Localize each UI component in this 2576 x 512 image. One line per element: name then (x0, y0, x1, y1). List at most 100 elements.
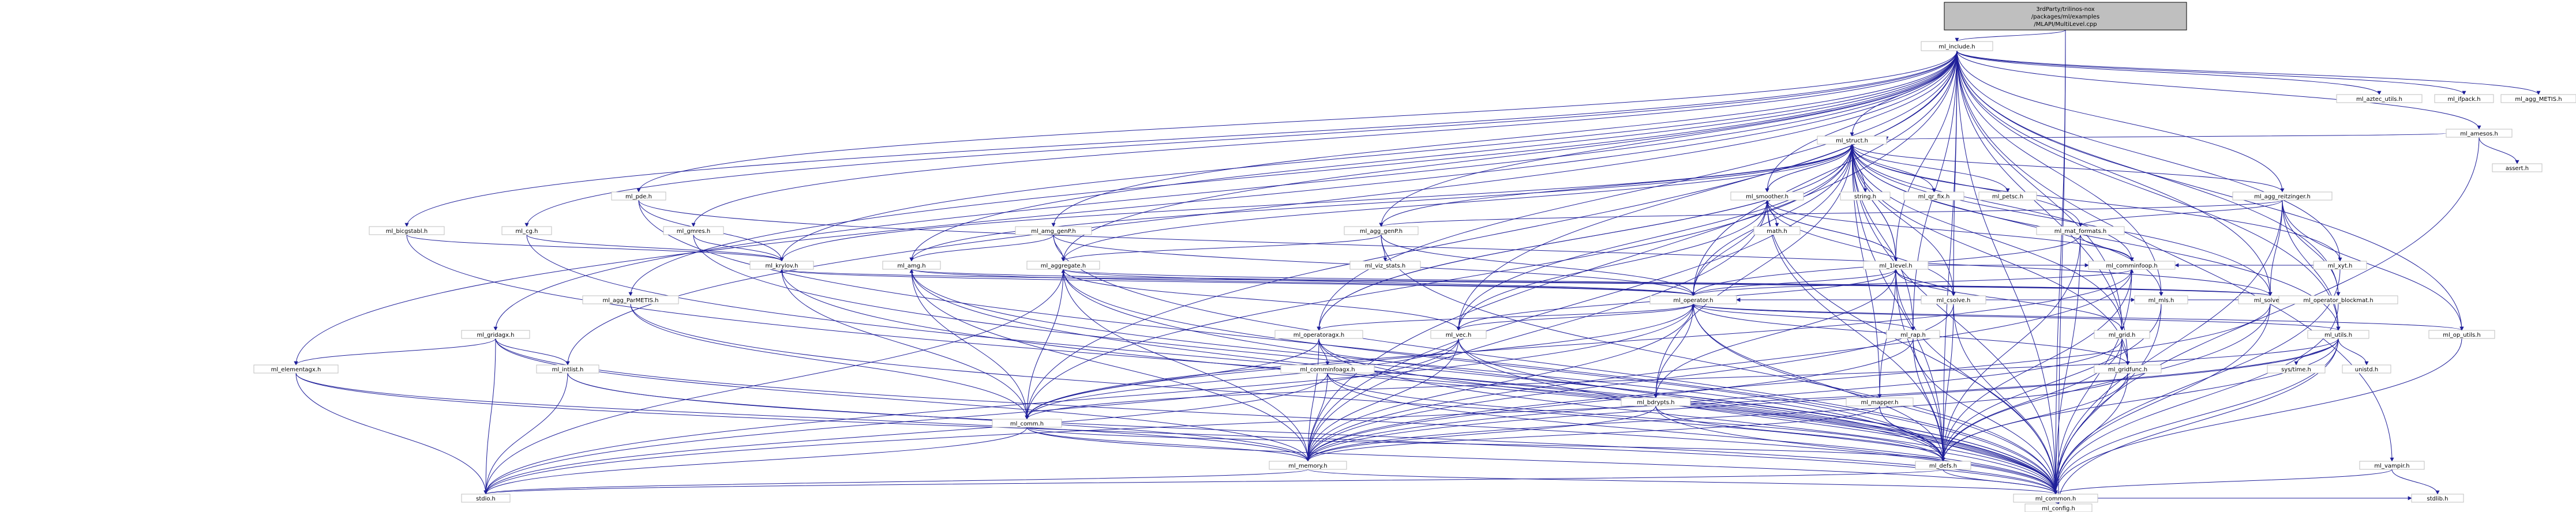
node-label: ml_mls.h (2148, 298, 2174, 304)
edge-ml_1level-to-ml_bdrypts (1653, 269, 1896, 398)
node-sys-time[interactable]: sys/time.h (2267, 364, 2326, 374)
edge-ml_solver-to-ml_aggregate (1062, 269, 2271, 296)
edge-ml_rap-to-ml_operator (1691, 303, 1914, 331)
node-label: ml_comminfoop.h (2106, 263, 2157, 269)
edge-ml_include-to-ml_elementagx (294, 50, 1958, 366)
node-stdio[interactable]: stdio.h (461, 494, 511, 503)
node-ml-comminfoagx[interactable]: ml_comminfoagx.h (1280, 364, 1375, 374)
edge-ml_smoother-to-ml_struct (1767, 144, 1854, 193)
node-ml-gridagx[interactable]: ml_gridagx.h (461, 330, 530, 339)
edge-ml_smoother-to-ml_vec (1456, 199, 1768, 331)
node-box (1915, 461, 1971, 470)
node-ml-operatoragx[interactable]: ml_operatoragx.h (1274, 330, 1363, 339)
edge-ml_struct-to-ml_solver (1851, 144, 2273, 296)
node-stdlib[interactable]: stdlib.h (2411, 494, 2464, 503)
node-ml-defs[interactable]: ml_defs.h (1915, 461, 1971, 470)
node-box (1269, 461, 1347, 470)
node-ml-config[interactable]: ml_config.h (2024, 503, 2093, 512)
node-assert[interactable]: assert.h (2492, 163, 2543, 172)
edge-ml_gridfunc-to-ml_defs (1941, 372, 2128, 462)
node-unistd[interactable]: unistd.h (2342, 364, 2391, 374)
node-ml-utils[interactable]: ml_utils.h (2307, 330, 2369, 339)
node-box (1921, 41, 1993, 51)
node-box (2013, 494, 2098, 503)
node-ml-bicgstabl[interactable]: ml_bicgstabl.h (369, 226, 445, 235)
edge-ml_include-to-ml_krylov (779, 50, 1958, 262)
node-ml-smoother[interactable]: ml_smoother.h (1730, 191, 1804, 201)
node-ml-xyt[interactable]: ml_xyt.h (2313, 261, 2367, 270)
node-ml-common[interactable]: ml_common.h (2013, 494, 2098, 503)
node-ml-rap[interactable]: ml_rap.h (1886, 330, 1940, 339)
node-label: ml_pde.h (625, 194, 652, 200)
node-ml-operator-blockmat[interactable]: ml_operator_blockmat.h (2278, 295, 2398, 304)
node-ml-comminfoop[interactable]: ml_comminfoop.h (2088, 261, 2176, 270)
edge-ml_bdrypts-to-ml_memory (1306, 405, 1656, 462)
node-ml-vec[interactable]: ml_vec.h (1430, 330, 1487, 339)
edge-ml_utils-to-ml_memory (1306, 338, 2339, 462)
node-ml-amesos[interactable]: ml_amesos.h (2446, 129, 2513, 138)
edge-ml_agg_reitzinger-to-ml_operator_blockmat (2282, 199, 2341, 296)
edge-ml_struct-to-ml_common (1851, 144, 2058, 495)
node-label: ml_xyt.h (2328, 263, 2353, 269)
node-ml-gmres[interactable]: ml_gmres.h (663, 226, 724, 235)
node-label: ml_utils.h (2324, 332, 2352, 338)
node-label: math.h (1767, 228, 1787, 235)
edge-ml_krylov-to-ml_operator (781, 269, 1696, 296)
node-ml-agg-genP[interactable]: ml_agg_genP.h (1344, 226, 1419, 235)
node-ml-vampir[interactable]: ml_vampir.h (2359, 461, 2425, 470)
node-ml-ifpack[interactable]: ml_ifpack.h (2434, 94, 2494, 103)
edge-ml_amesos-to-assert (2478, 137, 2519, 164)
node-ml-comm[interactable]: ml_comm.h (992, 419, 1062, 428)
node-ml-mat-formats[interactable]: ml_mat_formats.h (2036, 226, 2125, 235)
node-ml-bdrypts[interactable]: ml_bdrypts.h (1621, 397, 1691, 406)
node-ml-aggregate[interactable]: ml_aggregate.h (1026, 261, 1100, 270)
node-ml-csolve[interactable]: ml_csolve.h (1921, 295, 1986, 304)
edge-ml_agg_reitzinger-to-ml_utils (2282, 199, 2341, 331)
node-box (2094, 330, 2150, 339)
edge-ml_utils-to-unistd (2338, 338, 2369, 366)
node-box (582, 295, 679, 304)
node-ml-mls[interactable]: ml_mls.h (2134, 295, 2188, 304)
node-ml-agg-ParMETIS[interactable]: ml_agg_ParMETIS.h (582, 295, 679, 304)
node-ml-vcl-stats[interactable]: ml_viz_stats.h (1349, 261, 1421, 270)
node-ml-qr-fix[interactable]: ml_qr_fix.h (1903, 191, 1964, 201)
node-box (992, 419, 1062, 428)
node-box (1280, 364, 1375, 374)
node-ml-operator[interactable]: ml_operator.h (1649, 295, 1737, 304)
node-ml-gridfunc[interactable]: ml_gridfunc.h (2094, 364, 2162, 374)
edge-ml_aggregate-to-stdio (483, 269, 1064, 495)
node-ml-include[interactable]: ml_include.h (1921, 41, 1993, 51)
node-label: ml_amesos.h (2460, 131, 2498, 137)
node-ml-amg-genP[interactable]: ml_amg_genP.h (1015, 226, 1092, 235)
edge-ml_aggregate-to-ml_comm (1025, 269, 1064, 420)
node-box (2428, 330, 2495, 339)
edge-ml_memory-to-ml_common (1307, 469, 2058, 495)
node-ml-pde[interactable]: ml_pde.h (611, 191, 666, 201)
node-string[interactable]: string.h (1840, 191, 1891, 201)
node-ml-krylov[interactable]: ml_krylov.h (749, 261, 814, 270)
node-box (2313, 261, 2367, 270)
node-ml-op-utils[interactable]: ml_op_utils.h (2428, 330, 2495, 339)
node-ml-elementagx[interactable]: ml_elementagx.h (253, 364, 339, 374)
node-ml-memory[interactable]: ml_memory.h (1269, 461, 1347, 470)
edge-ml_operator-to-ml_defs (1693, 303, 1945, 462)
node-ml-aztec-utils[interactable]: ml_aztec_utils.h (2336, 94, 2423, 103)
node-ml-struct[interactable]: ml_struct.h (1817, 135, 1887, 145)
node-ml-grid[interactable]: ml_grid.h (2094, 330, 2150, 339)
node-ml-intlist[interactable]: ml_intlist.h (536, 364, 599, 374)
edge-ml_amg-to-ml_common (911, 269, 2058, 495)
node-math[interactable]: math.h (1753, 226, 1801, 235)
node-ml-cg[interactable]: ml_cg.h (501, 226, 552, 235)
edge-ml_rap-to-ml_memory (1306, 338, 1914, 462)
node-ml-1level[interactable]: ml_1level.h (1863, 261, 1929, 270)
node-label: ml_petsc.h (1992, 194, 2023, 200)
node-root[interactable]: 3rdParty/trilinos-nox/packages/ml/exampl… (1944, 2, 2187, 31)
node-ml-mapper[interactable]: ml_mapper.h (1846, 397, 1914, 406)
node-ml-petsc[interactable]: ml_petsc.h (1978, 191, 2037, 201)
edge-ml_include-to-ml_pde (636, 50, 1958, 193)
edge-ml_gmres-to-ml_common (693, 234, 2058, 495)
node-box (882, 261, 941, 270)
node-ml-agg-reitzinger[interactable]: ml_agg_reitzinger.h (2232, 191, 2333, 201)
node-ml-agg-METIS[interactable]: ml_agg_METIS.h (2500, 94, 2576, 103)
node-ml-amg[interactable]: ml_amg.h (882, 261, 941, 270)
